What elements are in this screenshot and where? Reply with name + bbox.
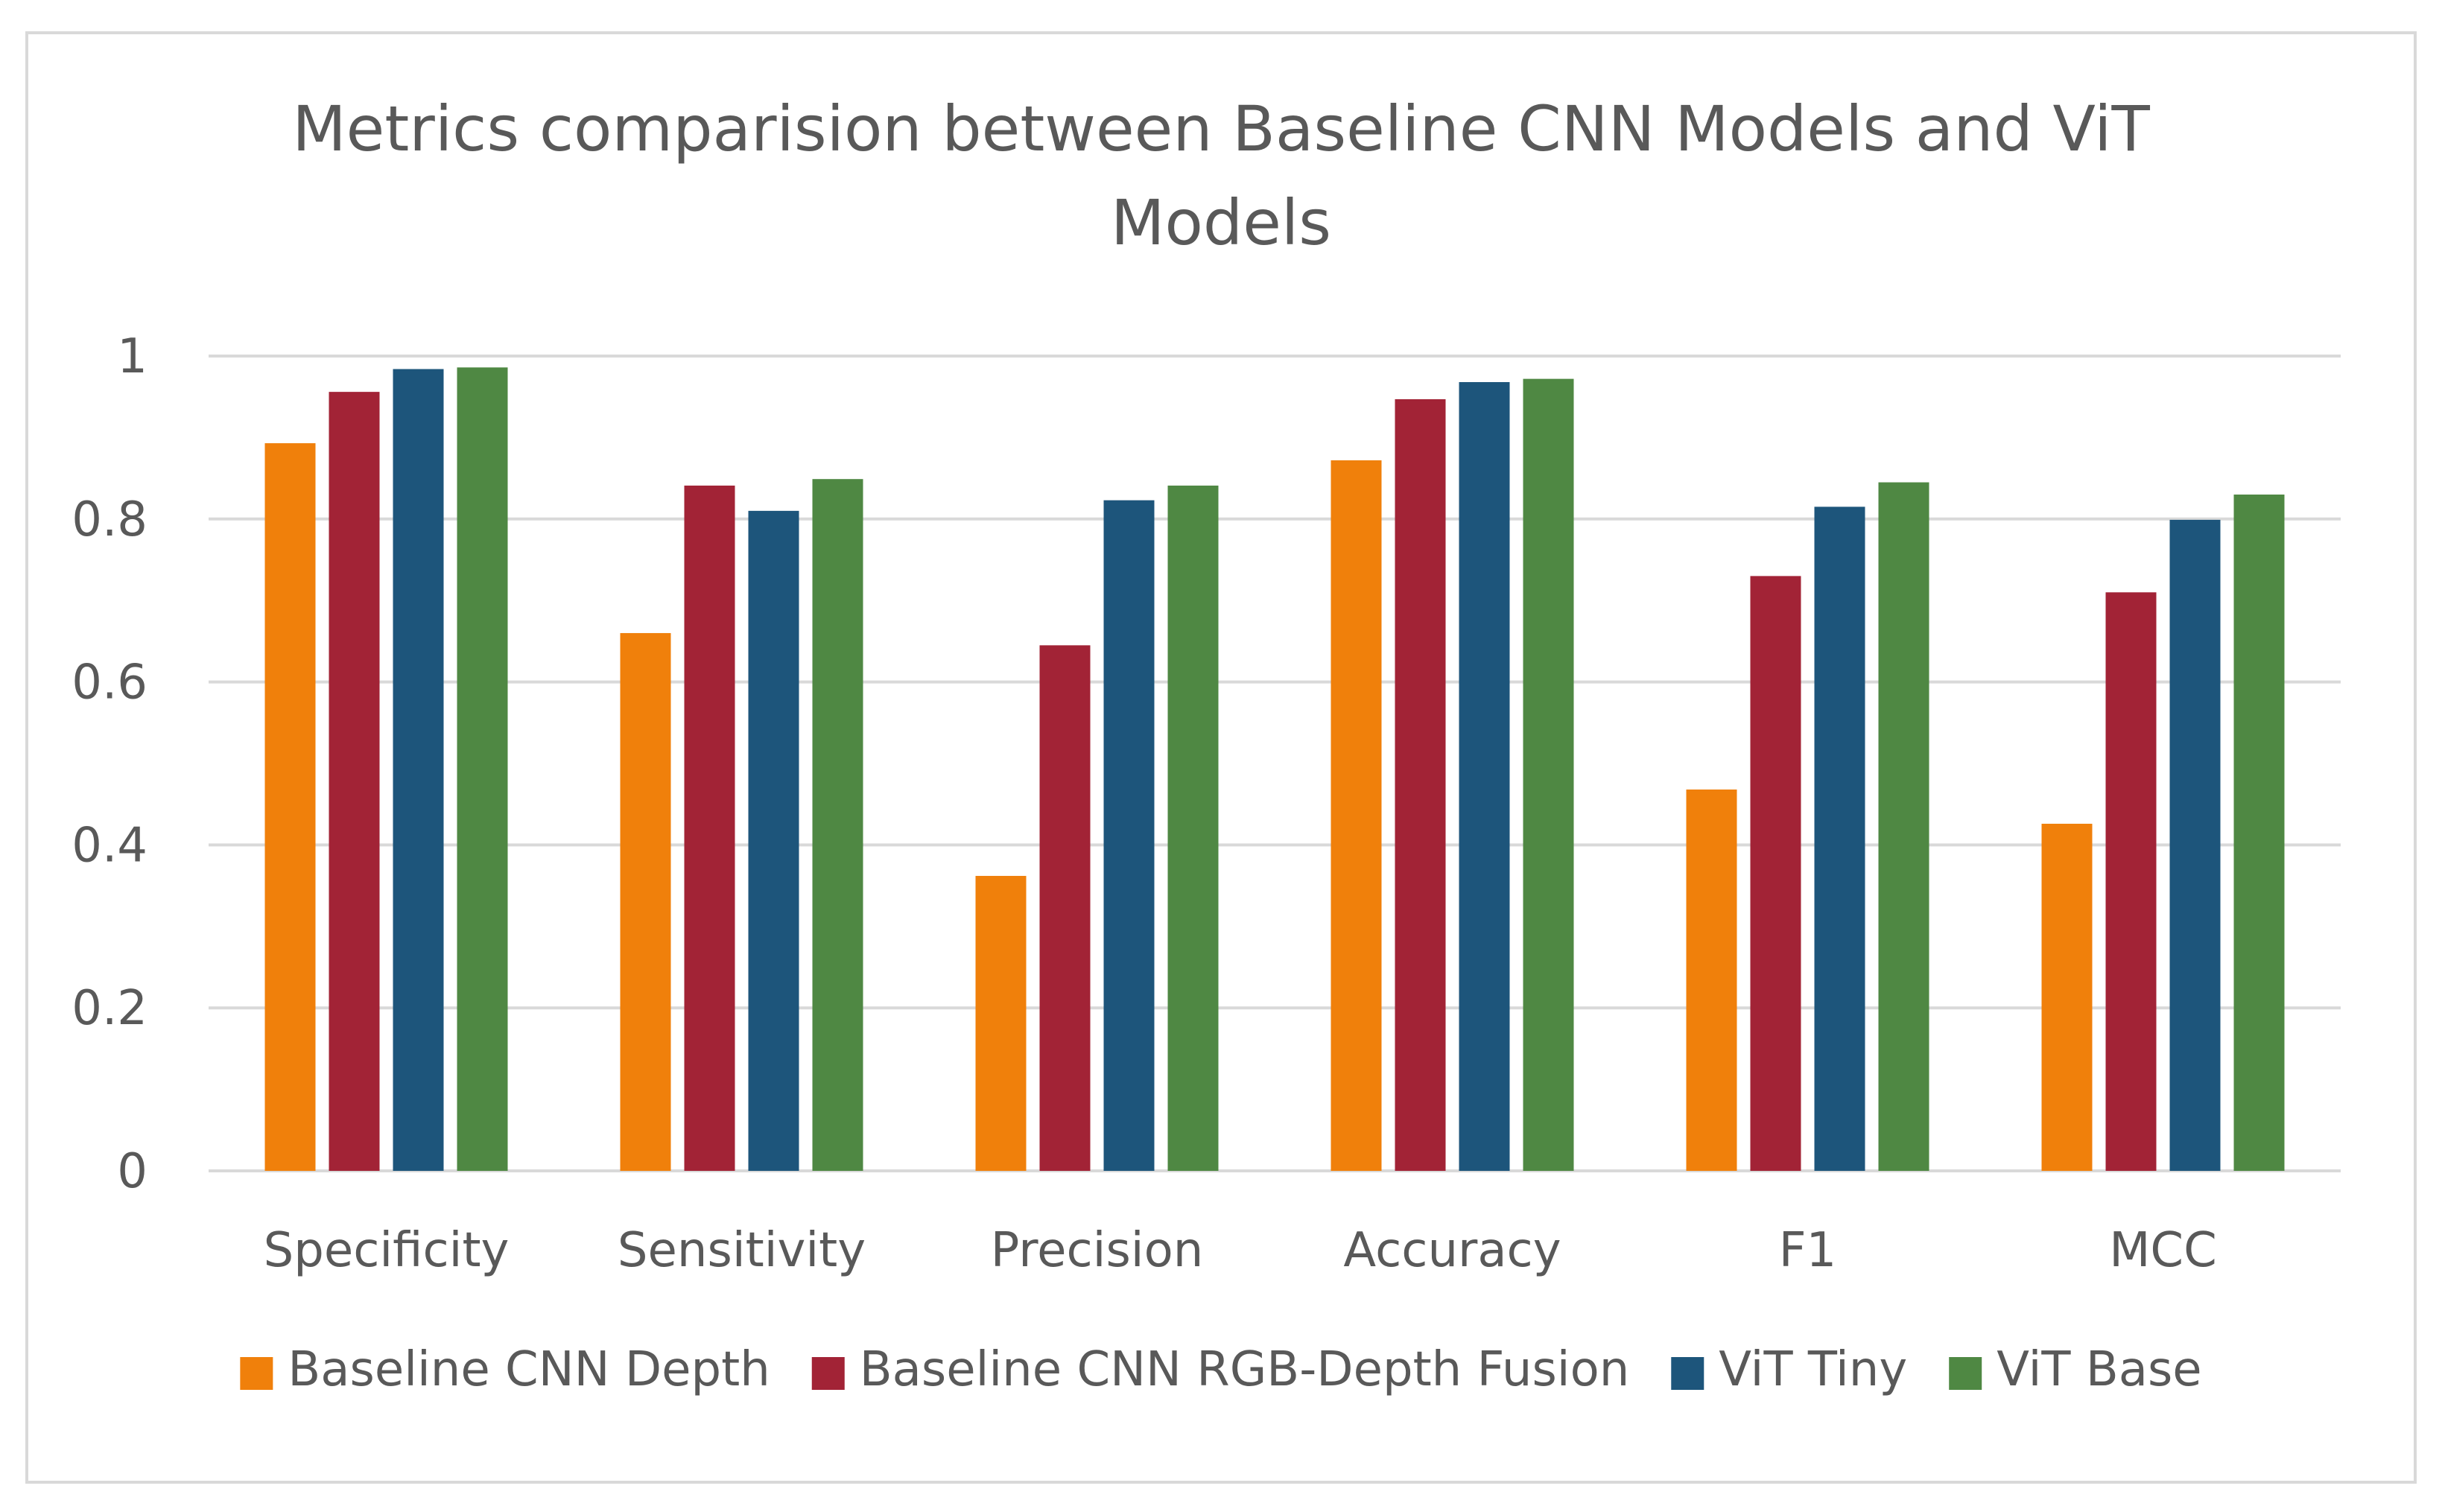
bar-sensitivity-series-2 [748, 510, 799, 1171]
y-tick-label: 0.4 [72, 818, 148, 873]
bar-accuracy-series-1 [1395, 398, 1446, 1172]
chart-title: Metrics comparision between Baseline CNN… [25, 82, 2417, 270]
y-tick-label: 1 [117, 329, 148, 384]
legend-label: Baseline CNN Depth [288, 1342, 770, 1397]
x-axis-tick-labels: Specificity Sensitivity Precision Accuracy F… [264, 1223, 2217, 1278]
gridlines [209, 355, 2341, 1172]
legend-swatch [240, 1357, 273, 1390]
legend-swatch [1949, 1357, 1982, 1390]
legend-item: ViT Tiny [1671, 1342, 1907, 1397]
x-tick-label: Sensitivity [618, 1223, 866, 1278]
bar-mcc-series-2 [2169, 519, 2221, 1171]
bar-sensitivity-series-1 [684, 485, 735, 1171]
legend-item: Baseline CNN RGB-Depth Fusion [811, 1342, 1630, 1397]
legend-label: ViT Tiny [1719, 1342, 1907, 1397]
x-tick-label: F1 [1779, 1223, 1837, 1278]
legend-item: Baseline CNN Depth [240, 1342, 770, 1397]
legend: Baseline CNN Depth Baseline CNN RGB-Depth… [240, 1342, 2202, 1397]
x-tick-label: Precision [991, 1223, 1204, 1278]
legend-swatch [1671, 1357, 1704, 1390]
x-tick-label: MCC [2109, 1223, 2217, 1278]
bar-mcc-series-0 [2041, 823, 2093, 1171]
y-tick-label: 0.8 [72, 492, 148, 547]
x-tick-label: Accuracy [1343, 1223, 1561, 1278]
y-tick-label: 0 [117, 1144, 148, 1199]
chart-title-text: Metrics comparision between Baseline CNN… [292, 92, 2150, 259]
bar-precision-series-3 [1167, 485, 1219, 1171]
bar-precision-series-0 [975, 875, 1027, 1171]
bar-mcc-series-3 [2233, 494, 2285, 1171]
y-tick-label: 0.2 [72, 981, 148, 1036]
bar-specificity-series-2 [393, 369, 444, 1171]
bar-accuracy-series-3 [1523, 378, 1574, 1172]
bar-specificity-series-0 [264, 443, 316, 1171]
bar-accuracy-series-2 [1459, 382, 1510, 1171]
bar-precision-series-1 [1039, 645, 1091, 1171]
bar-sensitivity-series-0 [620, 632, 671, 1171]
legend-item: ViT Base [1949, 1342, 2202, 1397]
x-tick-label: Specificity [264, 1223, 510, 1278]
bar-specificity-series-1 [329, 392, 380, 1171]
bar-f1-series-0 [1686, 790, 1737, 1171]
bar-f1-series-1 [1750, 576, 1801, 1171]
bar-accuracy-series-0 [1331, 460, 1382, 1171]
bars [264, 367, 2285, 1172]
bar-f1-series-2 [1814, 506, 1865, 1171]
y-axis-tick-labels: 0 0.2 0.4 0.6 0.8 1 [72, 329, 148, 1199]
bar-specificity-series-3 [457, 367, 508, 1171]
bar-precision-series-2 [1103, 500, 1155, 1171]
legend-swatch [811, 1357, 845, 1390]
legend-label: Baseline CNN RGB-Depth Fusion [860, 1342, 1630, 1397]
bar-sensitivity-series-3 [812, 479, 863, 1171]
bar-f1-series-3 [1878, 482, 1929, 1171]
bar-mcc-series-1 [2105, 592, 2157, 1171]
legend-label: ViT Base [1997, 1342, 2201, 1397]
y-tick-label: 0.6 [72, 655, 148, 711]
